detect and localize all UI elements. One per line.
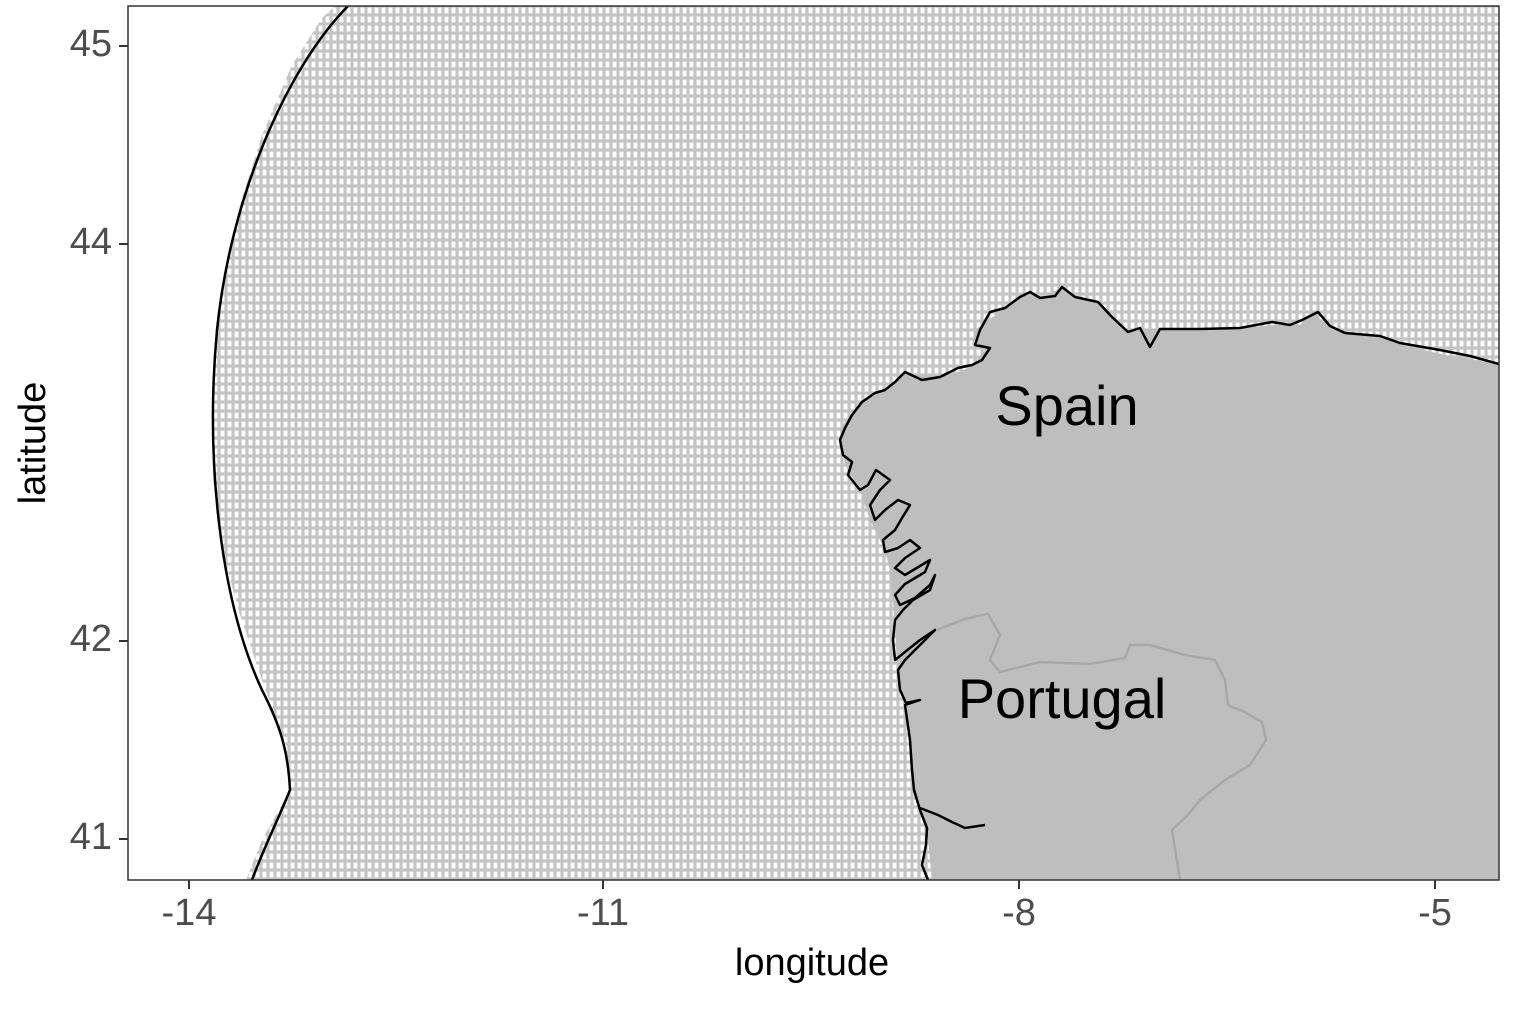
y-tick-label-44: 44 — [70, 221, 112, 263]
land — [840, 287, 1499, 880]
country-label-portugal: Portugal — [958, 667, 1167, 730]
map-panel — [211, 6, 1499, 880]
y-axis-title: latitude — [12, 382, 54, 505]
x-tick-label-8: -8 — [1002, 892, 1036, 934]
border-line — [936, 612, 1268, 880]
y-tick-label-41: 41 — [70, 816, 112, 858]
y-tick-label-42: 42 — [70, 618, 112, 660]
x-axis — [188, 880, 1436, 889]
estuary-line — [919, 806, 986, 830]
coastline — [838, 285, 1499, 880]
y-tick-label-45: 45 — [70, 23, 112, 65]
x-tick-label-14: -14 — [162, 892, 217, 934]
x-tick-label-5: -5 — [1418, 892, 1452, 934]
country-label-spain: Spain — [995, 374, 1138, 437]
x-tick-label-11: -11 — [577, 892, 629, 934]
outer-boundary — [211, 6, 349, 880]
y-axis — [119, 45, 128, 840]
x-axis-title: longitude — [735, 942, 889, 984]
panel-border — [127, 5, 1500, 881]
